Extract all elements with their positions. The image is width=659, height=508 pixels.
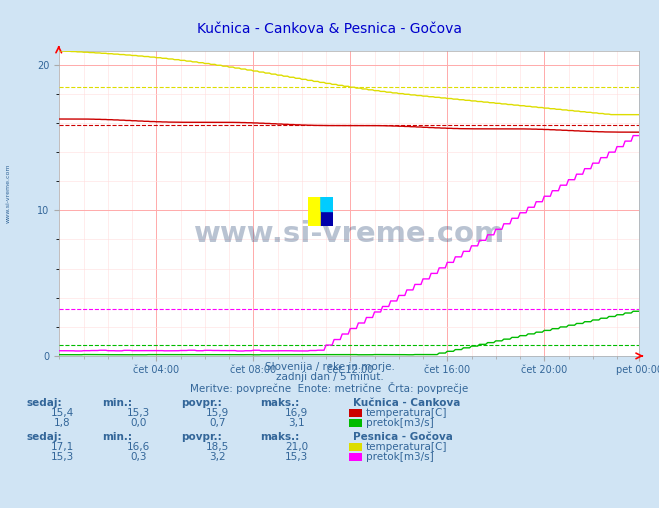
Text: 15,3: 15,3 <box>285 452 308 462</box>
Text: 15,4: 15,4 <box>51 408 74 418</box>
Text: min.:: min.: <box>102 432 132 442</box>
Text: Kučnica - Cankova & Pesnica - Gočova: Kučnica - Cankova & Pesnica - Gočova <box>197 22 462 37</box>
Text: www.si-vreme.com: www.si-vreme.com <box>194 219 505 248</box>
Text: 21,0: 21,0 <box>285 442 308 452</box>
Polygon shape <box>321 197 333 211</box>
Text: maks.:: maks.: <box>260 432 300 442</box>
Text: 17,1: 17,1 <box>51 442 74 452</box>
Text: Pesnica - Gočova: Pesnica - Gočova <box>353 432 453 442</box>
Text: Meritve: povprečne  Enote: metrične  Črta: povprečje: Meritve: povprečne Enote: metrične Črta:… <box>190 382 469 394</box>
Text: 15,3: 15,3 <box>127 408 150 418</box>
Text: 16,9: 16,9 <box>285 408 308 418</box>
Text: 18,5: 18,5 <box>206 442 229 452</box>
Text: sedaj:: sedaj: <box>26 398 62 408</box>
Bar <box>308 197 321 226</box>
Text: Kučnica - Cankova: Kučnica - Cankova <box>353 398 460 408</box>
Text: sedaj:: sedaj: <box>26 432 62 442</box>
Text: povpr.:: povpr.: <box>181 432 222 442</box>
Text: 0,0: 0,0 <box>130 418 146 428</box>
Text: 15,3: 15,3 <box>51 452 74 462</box>
Text: pretok[m3/s]: pretok[m3/s] <box>366 418 434 428</box>
Text: min.:: min.: <box>102 398 132 408</box>
Text: temperatura[C]: temperatura[C] <box>366 442 447 452</box>
Text: temperatura[C]: temperatura[C] <box>366 408 447 418</box>
Text: www.si-vreme.com: www.si-vreme.com <box>6 163 11 223</box>
Text: 3,1: 3,1 <box>288 418 305 428</box>
Text: 3,2: 3,2 <box>209 452 226 462</box>
Text: 0,3: 0,3 <box>130 452 147 462</box>
Text: pretok[m3/s]: pretok[m3/s] <box>366 452 434 462</box>
Text: 0,7: 0,7 <box>209 418 226 428</box>
Bar <box>321 211 333 226</box>
Text: Slovenija / reke in morje.: Slovenija / reke in morje. <box>264 362 395 372</box>
Text: maks.:: maks.: <box>260 398 300 408</box>
Text: 1,8: 1,8 <box>54 418 71 428</box>
Text: 16,6: 16,6 <box>127 442 150 452</box>
Text: zadnji dan / 5 minut.: zadnji dan / 5 minut. <box>275 372 384 383</box>
Polygon shape <box>321 197 333 211</box>
Text: 15,9: 15,9 <box>206 408 229 418</box>
Text: povpr.:: povpr.: <box>181 398 222 408</box>
